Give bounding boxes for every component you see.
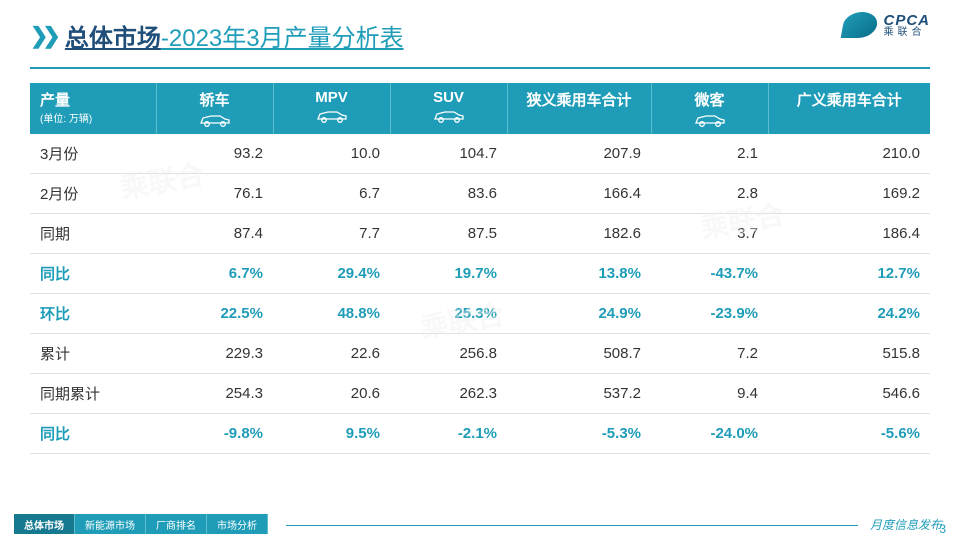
table-row: 同期累计254.320.6262.3537.29.4546.6	[30, 374, 930, 414]
cell: -43.7%	[651, 254, 768, 294]
cell: -5.6%	[768, 414, 930, 454]
cell: 25.3%	[390, 294, 507, 334]
footer-divider	[286, 525, 858, 526]
page-number: 3	[939, 522, 946, 536]
cell: -24.0%	[651, 414, 768, 454]
cell: 10.0	[273, 134, 390, 174]
cell: 24.9%	[507, 294, 651, 334]
row-label: 同期累计	[30, 374, 156, 414]
cell: 20.6	[273, 374, 390, 414]
cell: 83.6	[390, 174, 507, 214]
logo-brand-text: CPCA	[883, 13, 930, 28]
title-chevron-icon: ❯❯	[30, 23, 55, 49]
cell: 229.3	[156, 334, 273, 374]
cell: -2.1%	[390, 414, 507, 454]
cell: 186.4	[768, 214, 930, 254]
cell: -5.3%	[507, 414, 651, 454]
row-label: 环比	[30, 294, 156, 334]
table-row: 3月份93.210.0104.7207.92.1210.0	[30, 134, 930, 174]
footer-tabs: 总体市场新能源市场厂商排名市场分析	[14, 514, 268, 534]
th-col-3: 狭义乘用车合计	[507, 83, 651, 134]
table-row: 同期87.47.787.5182.63.7186.4	[30, 214, 930, 254]
th-unit: (单位: 万辆)	[40, 110, 152, 125]
table-row: 同比-9.8%9.5%-2.1%-5.3%-24.0%-5.6%	[30, 414, 930, 454]
cell: 169.2	[768, 174, 930, 214]
table-row: 2月份76.16.783.6166.42.8169.2	[30, 174, 930, 214]
cell: 3.7	[651, 214, 768, 254]
cell: 29.4%	[273, 254, 390, 294]
cell: 210.0	[768, 134, 930, 174]
th-col-0: 轿车	[156, 83, 273, 134]
cell: 537.2	[507, 374, 651, 414]
cell: 9.4	[651, 374, 768, 414]
row-label: 同比	[30, 254, 156, 294]
row-label: 2月份	[30, 174, 156, 214]
cell: 87.5	[390, 214, 507, 254]
cell: 22.5%	[156, 294, 273, 334]
cell: 546.6	[768, 374, 930, 414]
row-label: 3月份	[30, 134, 156, 174]
cell: 515.8	[768, 334, 930, 374]
page-title-sub: -2023年3月产量分析表	[161, 25, 404, 52]
th-col-4: 微客	[651, 83, 768, 134]
cell: 6.7	[273, 174, 390, 214]
footer-tab-1[interactable]: 新能源市场	[75, 514, 146, 534]
cell: 254.3	[156, 374, 273, 414]
brand-logo: CPCA 乘联合	[843, 12, 930, 38]
th-col-1: MPV	[273, 83, 390, 134]
table-row: 同比6.7%29.4%19.7%13.8%-43.7%12.7%	[30, 254, 930, 294]
footer-tab-3[interactable]: 市场分析	[207, 514, 268, 534]
table-row: 累计229.322.6256.8508.77.2515.8	[30, 334, 930, 374]
cell: -9.8%	[156, 414, 273, 454]
cell: 508.7	[507, 334, 651, 374]
logo-cn-text: 乘联合	[883, 28, 930, 38]
production-table: 产量(单位: 万辆) 轿车MPVSUV狭义乘用车合计微客广义乘用车合计 3月份93…	[30, 83, 930, 454]
cell: 182.6	[507, 214, 651, 254]
row-label: 同比	[30, 414, 156, 454]
cell: 7.2	[651, 334, 768, 374]
cell: 87.4	[156, 214, 273, 254]
table-row: 环比22.5%48.8%25.3%24.9%-23.9%24.2%	[30, 294, 930, 334]
cell: 166.4	[507, 174, 651, 214]
footer-label: 月度信息发布	[870, 516, 942, 533]
th-col-5: 广义乘用车合计	[768, 83, 930, 134]
cell: 7.7	[273, 214, 390, 254]
footer-tab-2[interactable]: 厂商排名	[146, 514, 207, 534]
cell: 93.2	[156, 134, 273, 174]
cell: 22.6	[273, 334, 390, 374]
cell: 256.8	[390, 334, 507, 374]
th-col-2: SUV	[390, 83, 507, 134]
th-label: 产量	[40, 92, 70, 109]
cell: 9.5%	[273, 414, 390, 454]
cell: 19.7%	[390, 254, 507, 294]
logo-swoosh-icon	[841, 12, 880, 38]
footer-tab-0[interactable]: 总体市场	[14, 514, 75, 534]
cell: 12.7%	[768, 254, 930, 294]
cell: 207.9	[507, 134, 651, 174]
row-label: 累计	[30, 334, 156, 374]
cell: 104.7	[390, 134, 507, 174]
cell: 2.1	[651, 134, 768, 174]
cell: 48.8%	[273, 294, 390, 334]
cell: 13.8%	[507, 254, 651, 294]
cell: 6.7%	[156, 254, 273, 294]
cell: 262.3	[390, 374, 507, 414]
cell: 24.2%	[768, 294, 930, 334]
row-label: 同期	[30, 214, 156, 254]
cell: 76.1	[156, 174, 273, 214]
cell: -23.9%	[651, 294, 768, 334]
cell: 2.8	[651, 174, 768, 214]
page-title-main: 总体市场	[65, 25, 161, 52]
